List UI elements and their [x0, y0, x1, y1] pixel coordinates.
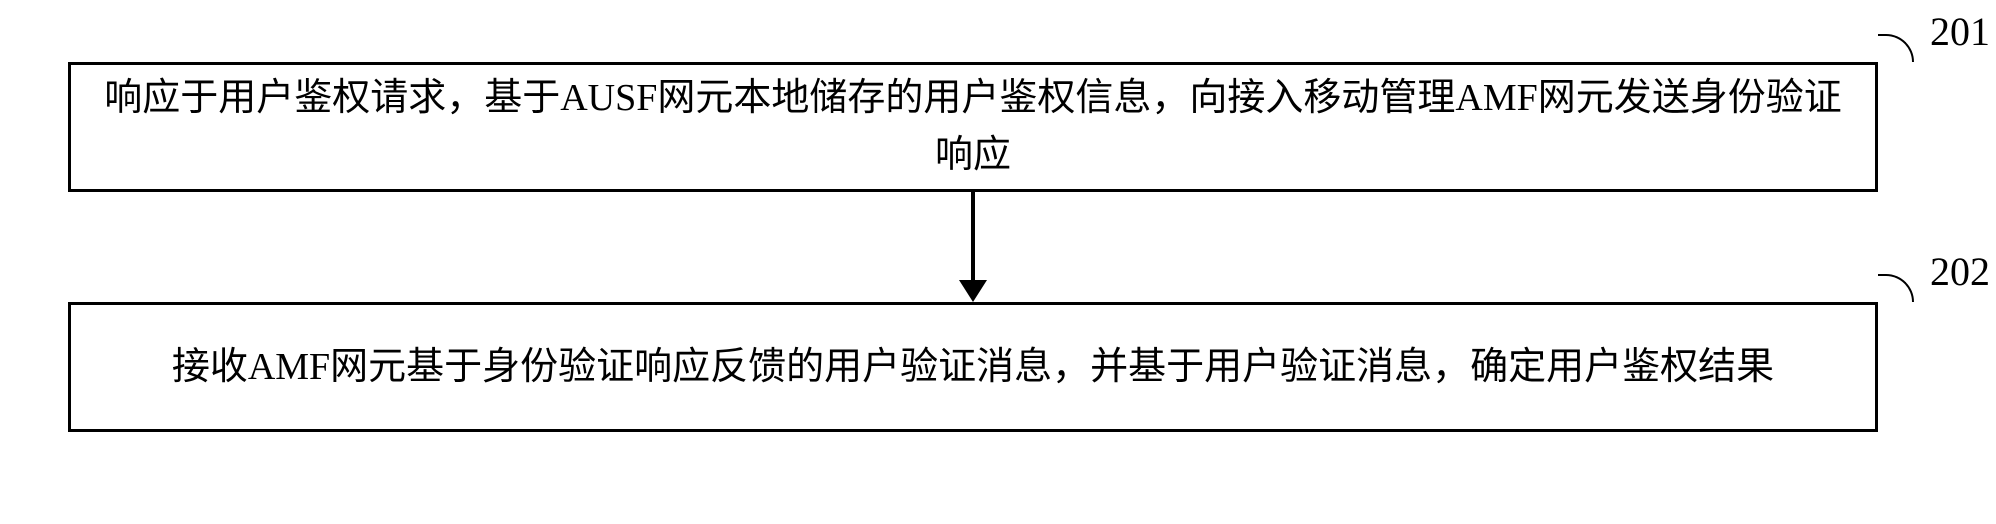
flow-node-text: 接收AMF网元基于身份验证响应反馈的用户验证消息，并基于用户验证消息，确定用户鉴… — [172, 339, 1774, 396]
flow-node-202: 接收AMF网元基于身份验证响应反馈的用户验证消息，并基于用户验证消息，确定用户鉴… — [68, 302, 1878, 432]
label-connector — [1878, 274, 1914, 302]
label-connector — [1878, 34, 1914, 62]
flow-node-label: 201 — [1930, 8, 1990, 55]
flow-node-201: 响应于用户鉴权请求，基于AUSF网元本地储存的用户鉴权信息，向接入移动管理AMF… — [68, 62, 1878, 192]
flow-node-text: 响应于用户鉴权请求，基于AUSF网元本地储存的用户鉴权信息，向接入移动管理AMF… — [91, 70, 1855, 184]
arrow-down-icon — [959, 280, 987, 302]
flow-edge — [971, 192, 975, 282]
flow-node-label: 202 — [1930, 248, 1990, 295]
flowchart-container: 响应于用户鉴权请求，基于AUSF网元本地储存的用户鉴权信息，向接入移动管理AMF… — [0, 0, 1996, 524]
